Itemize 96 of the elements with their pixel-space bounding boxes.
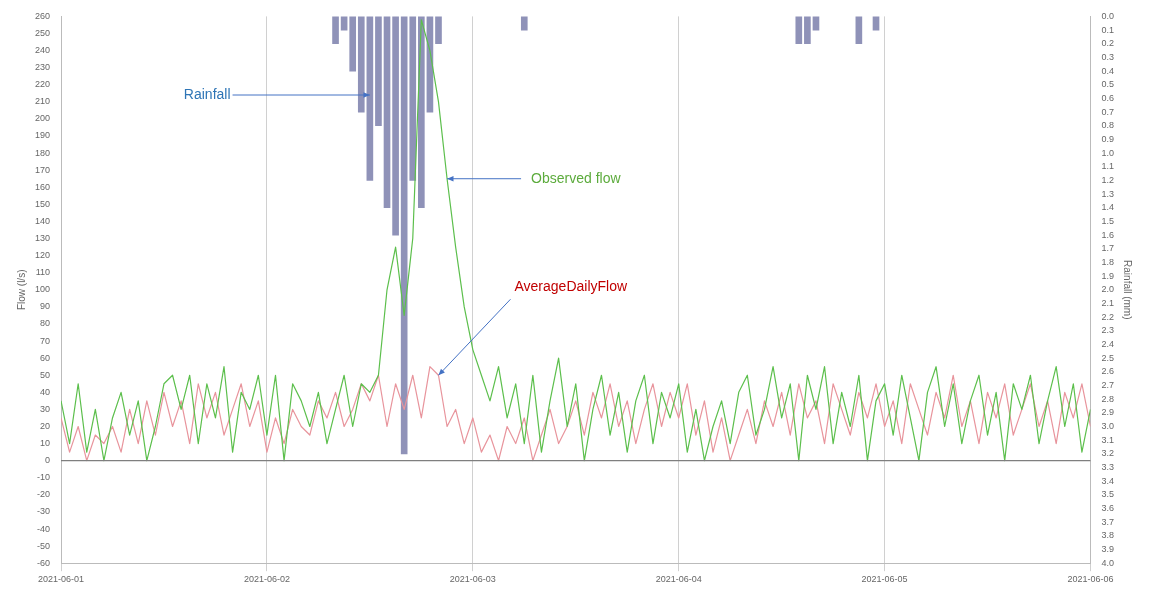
y-tick-label: 60 xyxy=(40,352,51,363)
y-tick-label: 100 xyxy=(34,284,51,295)
y-tick-label: 30 xyxy=(40,403,51,414)
bar xyxy=(392,16,399,236)
y-tick-label: 150 xyxy=(34,198,51,209)
y2-tick-label: 1.4 xyxy=(1101,202,1114,213)
y2-tick-label: 1.5 xyxy=(1101,215,1114,226)
y2-tick-label: 2.8 xyxy=(1101,393,1114,404)
y-tick-label: 130 xyxy=(34,233,51,244)
y-tick-label: 110 xyxy=(35,267,51,278)
y-tick-label: -10 xyxy=(37,472,51,483)
y-tick-label: -60 xyxy=(37,557,51,568)
y2-tick-label: 1.8 xyxy=(1101,256,1114,267)
y2-tick-label: 1.0 xyxy=(1101,147,1114,158)
y2-tick-label: 2.0 xyxy=(1101,284,1114,295)
x-tick-label: 2021-06-06 xyxy=(1067,574,1114,585)
y-tick-label: 10 xyxy=(40,438,51,449)
y-tick-label: -30 xyxy=(37,506,51,517)
y2-tick-label: 0.2 xyxy=(1101,38,1114,49)
y2-tick-label: 3.2 xyxy=(1101,448,1114,459)
y2-tick-label: 0.7 xyxy=(1101,106,1114,117)
bar xyxy=(375,16,382,127)
y2-tick-label: 2.6 xyxy=(1101,366,1114,377)
y2-tick-label: 2.9 xyxy=(1101,407,1114,418)
y2-tick-label: 3.9 xyxy=(1101,544,1114,555)
y2-tick-label: 1.9 xyxy=(1101,270,1114,281)
y-tick-label: 50 xyxy=(40,369,51,380)
y2-tick-label: 0.5 xyxy=(1101,79,1114,90)
bar xyxy=(357,16,365,113)
bar xyxy=(804,16,811,45)
y-tick-label: 0 xyxy=(45,455,51,466)
y-tick-label: -40 xyxy=(37,523,51,534)
y-tick-label: 90 xyxy=(40,301,51,312)
y-tick-label: 120 xyxy=(34,250,51,261)
y2-axis-title: Rainfall (mm) xyxy=(1122,260,1134,320)
y-tick-label: 230 xyxy=(34,62,51,73)
y-tick-label: 140 xyxy=(34,215,51,226)
y2-tick-label: 2.1 xyxy=(1101,297,1114,308)
y2-tick-label: 3.0 xyxy=(1101,420,1114,431)
x-tick-label: 2021-06-04 xyxy=(655,574,702,585)
y2-tick-label: 0.1 xyxy=(1101,24,1114,35)
y-tick-label: 70 xyxy=(40,335,51,346)
x-tick-label: 2021-06-05 xyxy=(861,574,908,585)
bar xyxy=(520,16,528,31)
x-tick-label: 2021-06-03 xyxy=(449,574,496,585)
bar xyxy=(418,16,425,209)
y2-tick-label: 3.7 xyxy=(1101,516,1114,527)
y2-tick-label: 1.3 xyxy=(1101,188,1114,199)
y2-tick-label: 2.7 xyxy=(1101,379,1114,390)
bar xyxy=(383,16,391,209)
y-tick-label: 20 xyxy=(40,420,51,431)
y-tick-label: -20 xyxy=(37,489,51,500)
y-tick-label: 160 xyxy=(34,181,51,192)
y2-tick-label: 0.0 xyxy=(1101,10,1114,21)
y-tick-label: 240 xyxy=(34,45,51,56)
y2-tick-label: 0.9 xyxy=(1101,133,1114,144)
y2-tick-label: 0.3 xyxy=(1101,51,1114,62)
y2-tick-label: 1.6 xyxy=(1101,229,1114,240)
y2-tick-label: 2.5 xyxy=(1101,352,1114,363)
y2-tick-label: 1.7 xyxy=(1101,243,1114,254)
y2-tick-label: 0.8 xyxy=(1101,120,1114,131)
y-tick-label: 80 xyxy=(40,318,51,329)
y-tick-label: -50 xyxy=(37,540,51,551)
bar xyxy=(795,16,803,45)
y-tick-label: 190 xyxy=(34,130,51,141)
y-tick-label: 180 xyxy=(34,147,51,158)
x-tick-label: 2021-06-02 xyxy=(243,574,290,585)
y-tick-label: 200 xyxy=(34,113,51,124)
y-tick-label: 170 xyxy=(34,164,51,175)
bar xyxy=(435,16,442,45)
y2-tick-label: 2.2 xyxy=(1101,311,1114,322)
bar xyxy=(349,16,357,72)
y2-tick-label: 2.3 xyxy=(1101,325,1114,336)
y2-tick-label: 0.4 xyxy=(1101,65,1114,76)
y2-tick-label: 3.8 xyxy=(1101,530,1114,541)
bar xyxy=(332,16,339,45)
y2-tick-label: 4.0 xyxy=(1101,557,1114,568)
y-tick-label: 210 xyxy=(34,96,51,107)
y2-tick-label: 1.2 xyxy=(1101,174,1114,185)
y-tick-label: 40 xyxy=(40,386,51,397)
y2-tick-label: 2.4 xyxy=(1101,338,1114,349)
y-tick-label: 260 xyxy=(34,10,51,21)
y2-tick-label: 3.5 xyxy=(1101,489,1114,500)
y2-tick-label: 3.6 xyxy=(1101,503,1114,513)
y2-tick-label: 3.4 xyxy=(1101,475,1114,486)
y2-tick-label: 0.6 xyxy=(1101,92,1114,103)
y-axis-title: Flow (l/s) xyxy=(15,269,27,311)
y2-tick-label: 1.1 xyxy=(1101,161,1114,172)
x-tick-label: 2021-06-01 xyxy=(37,574,85,585)
annotation: AverageDailyFlow xyxy=(514,278,628,295)
y-tick-label: 250 xyxy=(34,27,51,38)
y2-tick-label: 3.3 xyxy=(1101,461,1114,472)
annotation: Observed flow xyxy=(531,169,622,186)
y2-tick-label: 3.1 xyxy=(1101,434,1114,445)
y-tick-label: 220 xyxy=(34,79,51,90)
annotation: Rainfall xyxy=(183,85,231,102)
